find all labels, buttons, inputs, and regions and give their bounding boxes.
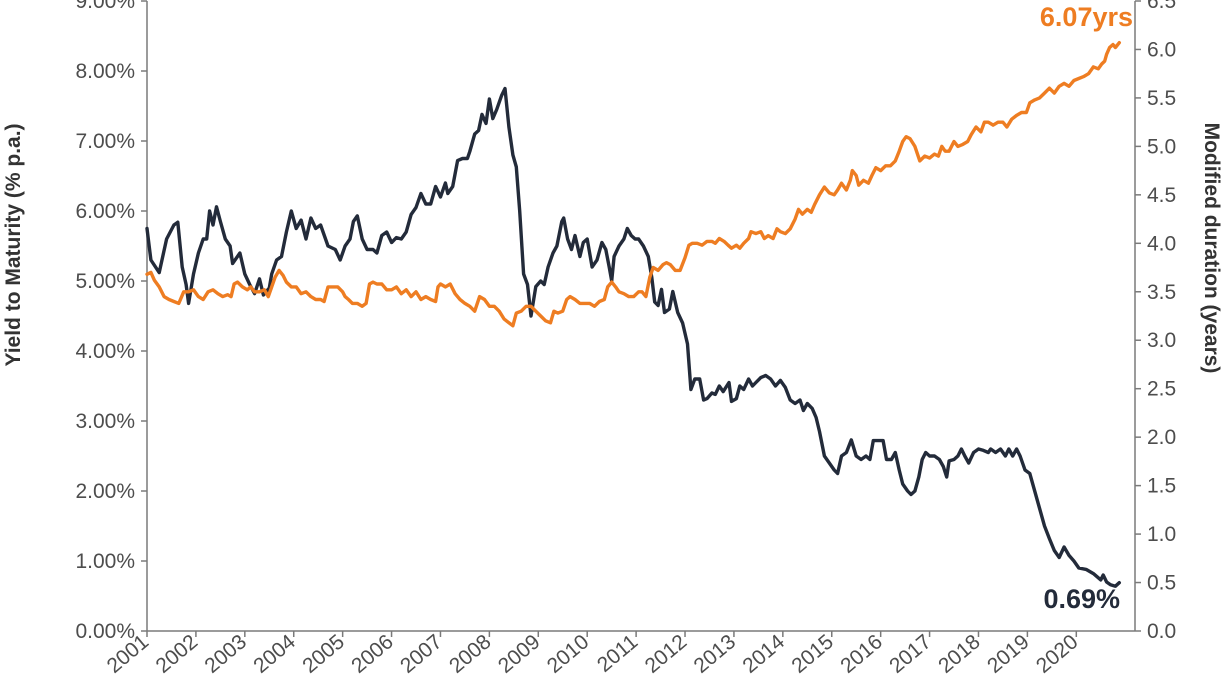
axes-layer (146, 1, 1136, 632)
x-tick-label: 2011 (593, 630, 642, 677)
x-tick-label: 2014 (738, 630, 789, 678)
right-tick-label: 1.5 (1147, 475, 1176, 498)
left-tick-label: 9.00% (75, 0, 135, 13)
right-axis-title: Modified duration (years) (1200, 123, 1223, 374)
series-layer (145, 41, 1122, 588)
x-tick-label: 2013 (690, 630, 741, 678)
x-tick-label: 2004 (249, 630, 300, 678)
x-tick-label: 2010 (543, 630, 594, 678)
x-tick-label: 2012 (641, 630, 692, 678)
left-tick-label: 4.00% (75, 340, 135, 363)
ticks-layer: 0.00% 1.00% 2.00% 3.00% 4.00% 5.00% 6.00% 7.00%… (75, 0, 1176, 678)
left-tick-label: 2.00% (75, 480, 135, 503)
left-tick-label: 1.00% (75, 550, 135, 573)
right-tick-label: 5.0 (1147, 135, 1176, 158)
x-tick-label: 2016 (836, 630, 887, 678)
right-tick-label: 0.0 (1147, 620, 1176, 643)
x-tick-label: 2015 (787, 630, 838, 678)
yield-end-label: 0.69% (1043, 584, 1120, 614)
right-tick-label: 3.0 (1147, 329, 1176, 352)
right-tick-label: 4.5 (1147, 184, 1176, 207)
right-tick-label: 2.5 (1147, 378, 1176, 401)
x-tick-label: 2006 (347, 630, 398, 678)
x-tick-label: 2020 (1032, 630, 1083, 678)
x-tick-label: 2017 (885, 630, 936, 678)
left-tick-label: 3.00% (75, 410, 135, 433)
x-tick-label: 2007 (396, 630, 447, 678)
x-tick-label: 2003 (200, 630, 251, 678)
left-tick-label: 7.00% (75, 130, 135, 153)
duration-series-line (145, 41, 1122, 328)
right-tick-label: 2.0 (1147, 426, 1176, 449)
left-tick-label: 5.00% (75, 270, 135, 293)
right-tick-label: 0.5 (1147, 572, 1176, 595)
yield-series-line (145, 86, 1122, 588)
right-tick-label: 1.0 (1147, 523, 1176, 546)
right-tick-label: 6.5 (1147, 0, 1176, 13)
right-tick-label: 5.5 (1147, 87, 1176, 110)
right-tick-label: 6.0 (1147, 38, 1176, 61)
x-tick-label: 2005 (298, 630, 349, 678)
x-tick-label: 2009 (494, 630, 545, 678)
x-tick-label: 2002 (152, 630, 203, 678)
left-tick-label: 8.00% (75, 60, 135, 83)
right-tick-label: 3.5 (1147, 281, 1176, 304)
x-tick-label: 2008 (445, 630, 496, 678)
duration-end-label: 6.07yrs (1040, 2, 1133, 32)
left-axis-title: Yield to Maturity (% p.a.) (2, 123, 25, 366)
right-tick-label: 4.0 (1147, 232, 1176, 255)
x-tick-label: 2019 (983, 630, 1034, 678)
left-tick-label: 0.00% (75, 620, 135, 643)
left-tick-label: 6.00% (75, 200, 135, 223)
x-tick-label: 2018 (934, 630, 985, 678)
